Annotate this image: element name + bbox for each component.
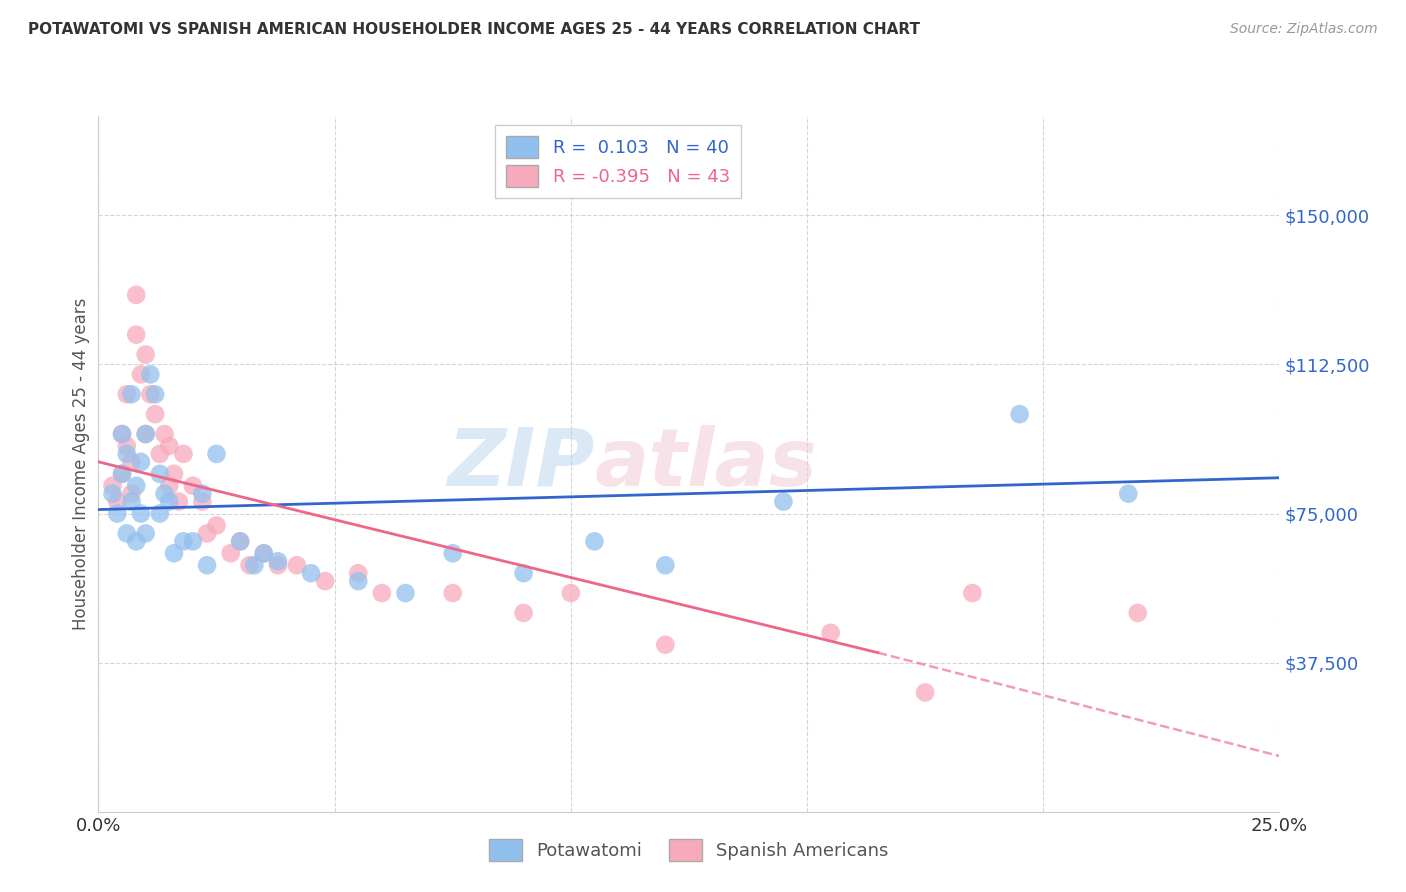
Point xyxy=(153,427,176,442)
Point xyxy=(820,625,842,640)
Point xyxy=(135,347,157,361)
Point xyxy=(560,586,582,600)
Point xyxy=(219,546,242,560)
Point xyxy=(157,479,180,493)
Point xyxy=(314,574,336,588)
Point xyxy=(962,586,984,600)
Point xyxy=(139,368,162,382)
Point xyxy=(125,479,148,493)
Point xyxy=(512,606,534,620)
Point xyxy=(167,494,190,508)
Point xyxy=(143,407,166,421)
Point xyxy=(914,685,936,699)
Point xyxy=(115,387,138,401)
Text: Source: ZipAtlas.com: Source: ZipAtlas.com xyxy=(1230,22,1378,37)
Point xyxy=(347,574,370,588)
Point xyxy=(441,546,464,560)
Point xyxy=(129,455,152,469)
Point xyxy=(253,546,276,560)
Point xyxy=(191,494,214,508)
Point xyxy=(772,494,794,508)
Point xyxy=(172,534,194,549)
Text: POTAWATOMI VS SPANISH AMERICAN HOUSEHOLDER INCOME AGES 25 - 44 YEARS CORRELATION: POTAWATOMI VS SPANISH AMERICAN HOUSEHOLD… xyxy=(28,22,920,37)
Point xyxy=(111,467,134,481)
Point xyxy=(121,387,143,401)
Point xyxy=(229,534,252,549)
Point xyxy=(157,494,180,508)
Point xyxy=(1116,486,1139,500)
Point xyxy=(253,546,276,560)
Point xyxy=(1126,606,1149,620)
Point xyxy=(153,486,176,500)
Point xyxy=(111,427,134,442)
Point xyxy=(121,486,143,500)
Point xyxy=(135,526,157,541)
Point xyxy=(135,427,157,442)
Point xyxy=(239,558,262,573)
Point xyxy=(149,507,172,521)
Point xyxy=(163,546,186,560)
Point xyxy=(115,439,138,453)
Point xyxy=(115,526,138,541)
Point xyxy=(299,566,322,581)
Point xyxy=(111,467,134,481)
Point xyxy=(205,518,228,533)
Point xyxy=(441,586,464,600)
Point xyxy=(143,387,166,401)
Text: atlas: atlas xyxy=(595,425,817,503)
Point xyxy=(347,566,370,581)
Point xyxy=(267,558,290,573)
Point xyxy=(105,507,128,521)
Point xyxy=(267,554,290,568)
Point xyxy=(149,447,172,461)
Point xyxy=(1008,407,1031,421)
Point xyxy=(654,638,676,652)
Point xyxy=(181,479,204,493)
Point xyxy=(121,455,143,469)
Point xyxy=(101,479,124,493)
Point xyxy=(125,288,148,302)
Point xyxy=(205,447,228,461)
Point xyxy=(135,427,157,442)
Point xyxy=(111,427,134,442)
Point xyxy=(115,447,138,461)
Point xyxy=(195,558,218,573)
Point xyxy=(512,566,534,581)
Point xyxy=(101,486,124,500)
Point xyxy=(229,534,252,549)
Text: ZIP: ZIP xyxy=(447,425,595,503)
Point xyxy=(105,494,128,508)
Point xyxy=(125,327,148,342)
Point xyxy=(583,534,606,549)
Point xyxy=(129,507,152,521)
Point xyxy=(121,494,143,508)
Point xyxy=(371,586,394,600)
Point xyxy=(163,467,186,481)
Point xyxy=(191,486,214,500)
Point xyxy=(125,534,148,549)
Point xyxy=(243,558,266,573)
Point xyxy=(172,447,194,461)
Legend: Potawatomi, Spanish Americans: Potawatomi, Spanish Americans xyxy=(478,829,900,872)
Point xyxy=(285,558,308,573)
Point xyxy=(195,526,218,541)
Point xyxy=(129,368,152,382)
Point xyxy=(157,439,180,453)
Point xyxy=(654,558,676,573)
Y-axis label: Householder Income Ages 25 - 44 years: Householder Income Ages 25 - 44 years xyxy=(72,298,90,630)
Point xyxy=(394,586,416,600)
Point xyxy=(181,534,204,549)
Point xyxy=(139,387,162,401)
Point xyxy=(149,467,172,481)
